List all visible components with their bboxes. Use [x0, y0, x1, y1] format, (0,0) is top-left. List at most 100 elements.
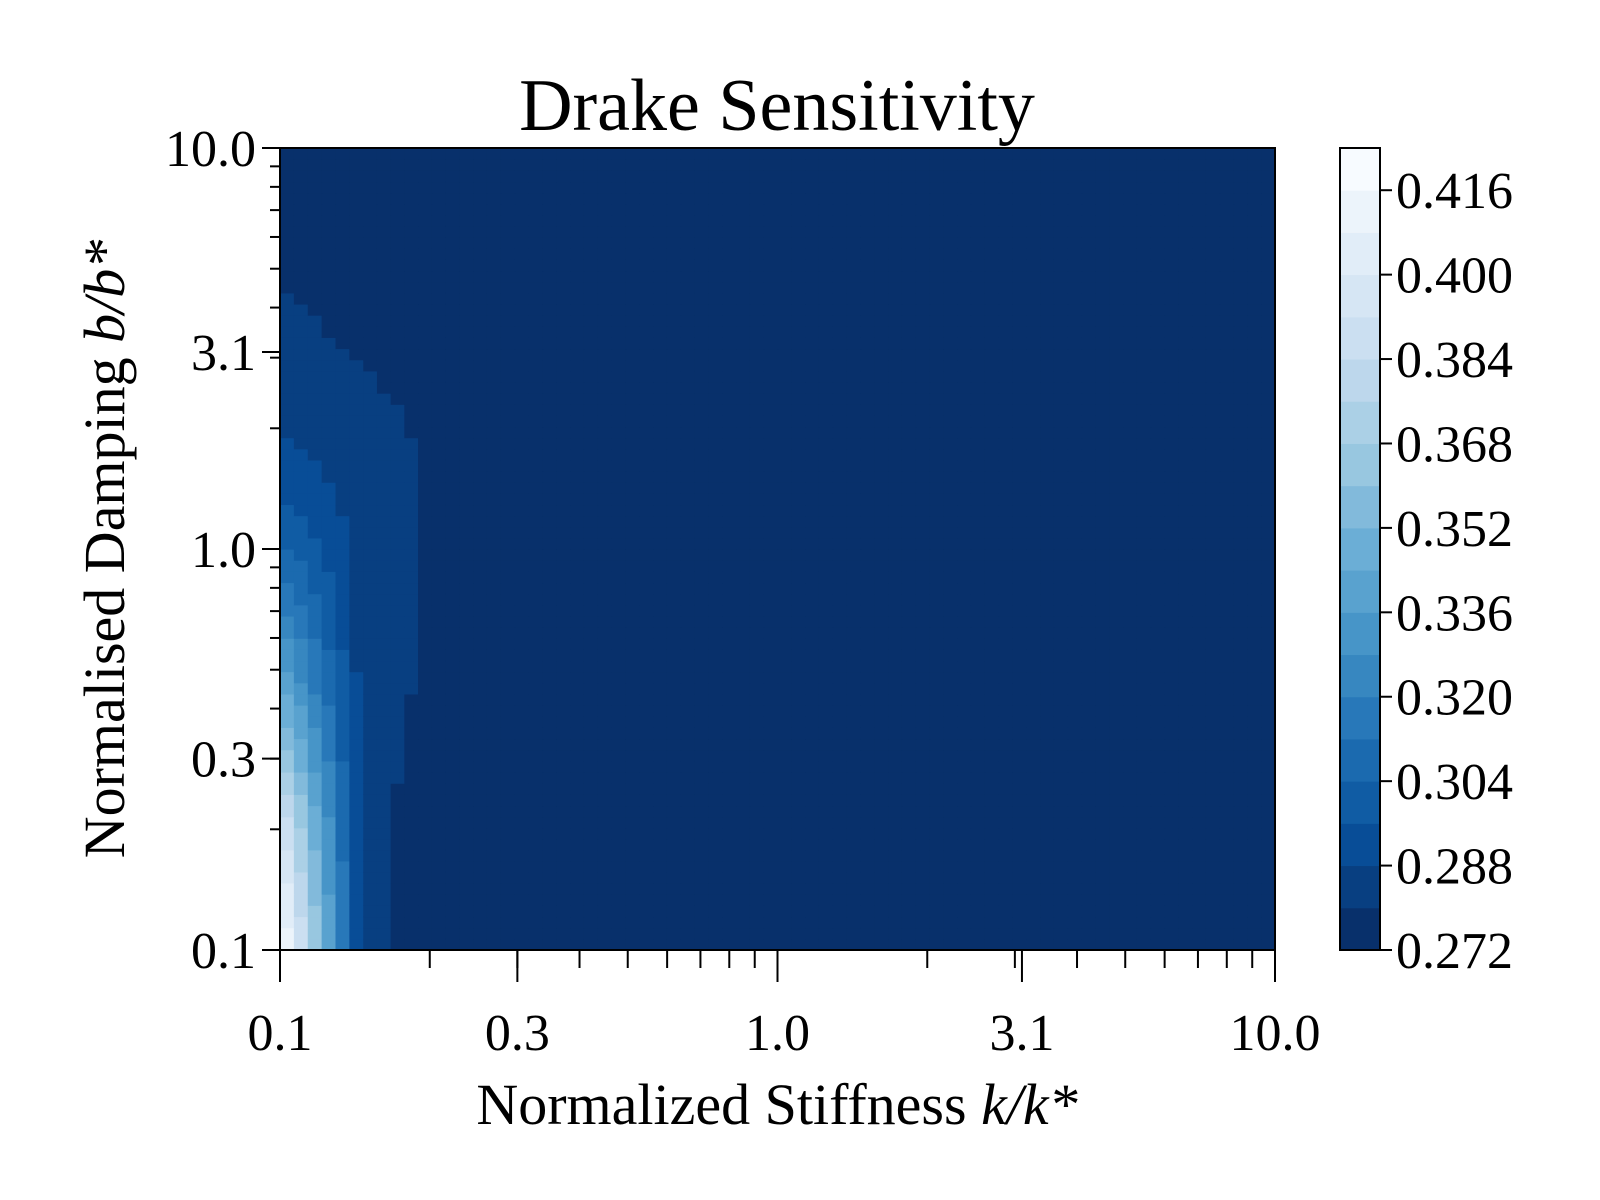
- heatmap-cell: [321, 459, 337, 472]
- heatmap-cell: [625, 660, 640, 673]
- heatmap-cell: [888, 404, 903, 416]
- heatmap-cell: [1178, 225, 1193, 238]
- heatmap-cell: [860, 738, 875, 751]
- heatmap-cell: [528, 571, 544, 584]
- heatmap-cell: [984, 627, 1000, 639]
- heatmap-cell: [832, 894, 848, 906]
- heatmap-cell: [363, 315, 378, 327]
- heatmap-cell: [1040, 894, 1055, 906]
- heatmap-cell: [611, 705, 627, 717]
- heatmap-cell: [625, 671, 640, 684]
- heatmap-cell: [1150, 615, 1166, 628]
- heatmap-cell: [293, 181, 309, 194]
- heatmap-cell: [722, 237, 737, 249]
- heatmap-cell: [653, 916, 668, 929]
- heatmap-cell: [749, 549, 765, 561]
- heatmap-cell: [570, 270, 585, 283]
- heatmap-cell: [777, 337, 792, 350]
- heatmap-cell: [915, 738, 931, 751]
- heatmap-cell: [459, 771, 474, 784]
- heatmap-cell: [1192, 248, 1207, 260]
- heatmap-cell: [888, 493, 903, 506]
- heatmap-cell: [583, 259, 599, 272]
- heatmap-cell: [376, 927, 392, 940]
- heatmap-cell: [418, 303, 433, 316]
- heatmap-cell: [349, 916, 364, 929]
- heatmap-cell: [1067, 504, 1083, 517]
- heatmap-cell: [418, 259, 433, 272]
- heatmap-cell: [805, 170, 820, 183]
- heatmap-cell: [293, 571, 309, 584]
- heatmap-cell: [749, 938, 765, 950]
- heatmap-cell: [998, 404, 1013, 416]
- heatmap-cell: [335, 604, 350, 617]
- heatmap-cell: [431, 571, 446, 584]
- heatmap-cell: [1233, 682, 1248, 695]
- heatmap-cell: [514, 794, 530, 807]
- heatmap-cell: [957, 649, 972, 662]
- heatmap-cell: [307, 582, 323, 595]
- heatmap-cell: [583, 225, 599, 238]
- heatmap-cell: [1205, 415, 1221, 428]
- heatmap-cell: [473, 148, 488, 160]
- heatmap-cell: [556, 493, 571, 506]
- heatmap-cell: [818, 816, 834, 829]
- heatmap-cell: [1053, 393, 1069, 405]
- heatmap-cell: [763, 727, 779, 740]
- heatmap-cell: [901, 727, 917, 740]
- heatmap-cell: [722, 749, 737, 762]
- heatmap-cell: [1081, 571, 1096, 584]
- heatmap-cell: [832, 660, 848, 673]
- heatmap-cell: [1095, 916, 1110, 929]
- heatmap-cell: [556, 927, 571, 940]
- heatmap-cell: [708, 482, 723, 494]
- heatmap-cell: [1053, 337, 1069, 350]
- heatmap-cell: [763, 292, 779, 305]
- heatmap-cell: [486, 760, 502, 773]
- heatmap-cell: [1247, 292, 1262, 305]
- heatmap-cell: [943, 326, 958, 338]
- heatmap-cell: [680, 816, 696, 829]
- heatmap-cell: [736, 259, 751, 272]
- heatmap-cell: [363, 192, 378, 205]
- heatmap-cell: [929, 871, 944, 884]
- heatmap-cell: [1081, 894, 1096, 906]
- heatmap-cell: [1150, 727, 1166, 740]
- heatmap-cell: [832, 705, 848, 717]
- heatmap-cell: [611, 515, 627, 528]
- heatmap-cell: [653, 526, 668, 539]
- heatmap-cell: [459, 315, 474, 327]
- heatmap-cell: [307, 348, 323, 361]
- heatmap-cell: [860, 415, 875, 428]
- heatmap-cell: [984, 426, 1000, 439]
- heatmap-cell: [459, 471, 474, 483]
- heatmap-cell: [846, 537, 862, 550]
- heatmap-cell: [694, 159, 709, 171]
- heatmap-cell: [625, 192, 640, 205]
- heatmap-cell: [431, 203, 446, 216]
- heatmap-cell: [404, 415, 419, 428]
- heatmap-cell: [542, 860, 557, 873]
- heatmap-cell: [1081, 225, 1096, 238]
- heatmap-cell: [570, 838, 585, 851]
- heatmap-cell: [888, 905, 903, 918]
- heatmap-cell: [1095, 860, 1110, 873]
- heatmap-cell: [1095, 448, 1110, 461]
- heatmap-cell: [349, 671, 364, 684]
- heatmap-cell: [293, 214, 309, 227]
- heatmap-cell: [1136, 882, 1152, 895]
- heatmap-cell: [431, 326, 446, 338]
- heatmap-cell: [445, 437, 460, 450]
- heatmap-cell: [749, 170, 765, 183]
- heatmap-cell: [404, 315, 419, 327]
- heatmap-cell: [1219, 515, 1235, 528]
- heatmap-cell: [514, 838, 530, 851]
- heatmap-cell: [1219, 816, 1235, 829]
- heatmap-cell: [763, 448, 779, 461]
- heatmap-cell: [1164, 381, 1179, 394]
- heatmap-cell: [583, 192, 599, 205]
- heatmap-cell: [321, 582, 337, 595]
- heatmap-cell: [500, 214, 516, 227]
- heatmap-cell: [404, 203, 419, 216]
- heatmap-cell: [1067, 571, 1083, 584]
